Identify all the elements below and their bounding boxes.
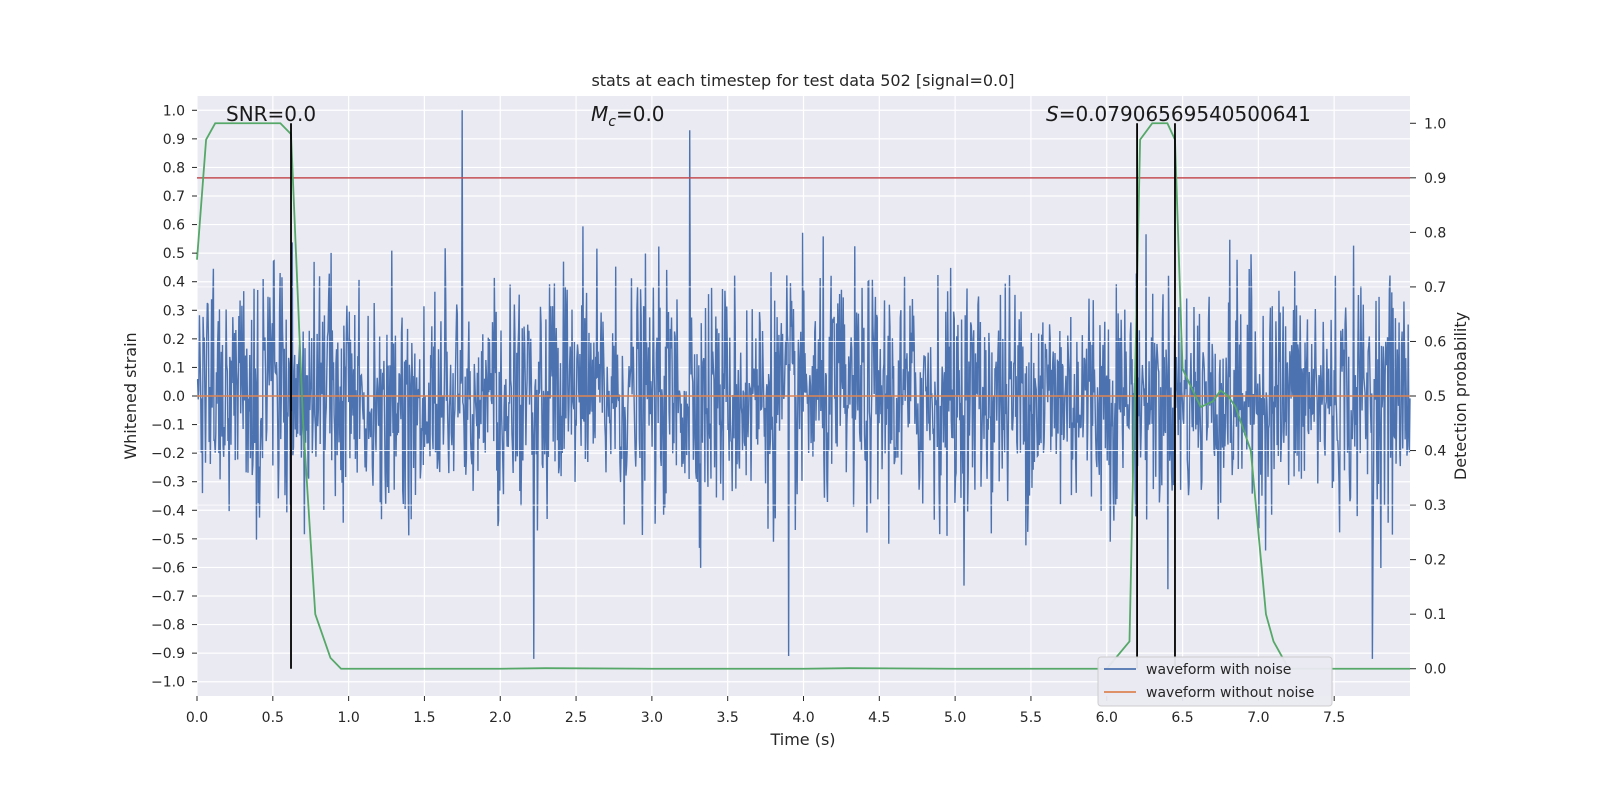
y-ticks: 1.0 0.9 0.8 0.7 0.6 0.5 0.4 0.3 0.2 0.1 0.0 −0.1 −0.…	[151, 103, 197, 691]
x-tick-label-8: 4.0	[792, 710, 814, 726]
y-tick-label-9: 0.1	[163, 360, 185, 376]
x-tick-label-15: 7.5	[1323, 710, 1345, 726]
y-tick-label-12: −0.2	[151, 446, 185, 462]
chirp-mass-value: =0.0	[616, 102, 665, 126]
y2-tick-label-7: 0.3	[1424, 498, 1446, 514]
x-tick-label-4: 2.0	[489, 710, 511, 726]
y-tick-label-2: 0.8	[163, 160, 185, 176]
y2-axis-label: Detection probability	[1451, 312, 1470, 480]
y-tick-label-4: 0.6	[163, 218, 185, 234]
x-tick-label-9: 4.5	[868, 710, 890, 726]
y-tick-label-18: −0.8	[151, 618, 185, 634]
x-tick-label-7: 3.5	[717, 710, 739, 726]
y2-tick-label-8: 0.2	[1424, 553, 1446, 569]
y-tick-label-7: 0.3	[163, 303, 185, 319]
y-tick-label-0: 1.0	[163, 103, 185, 119]
y-tick-label-16: −0.6	[151, 560, 185, 576]
y2-tick-label-0: 1.0	[1424, 116, 1446, 132]
x-tick-label-12: 6.0	[1096, 710, 1118, 726]
y2-ticks: 1.0 0.9 0.8 0.7 0.6 0.5 0.4 0.3 0.2 0.1 0.0	[1410, 116, 1446, 678]
x-tick-label-6: 3.0	[641, 710, 663, 726]
y-tick-label-14: −0.4	[151, 503, 185, 519]
x-tick-label-3: 1.5	[413, 710, 435, 726]
y-tick-label-8: 0.2	[163, 332, 185, 348]
x-tick-label-13: 6.5	[1171, 710, 1193, 726]
y-tick-label-19: −0.9	[151, 646, 185, 662]
score-value: =0.07906569540500641	[1059, 102, 1311, 126]
chirp-mass-annotation: Mc=0.0	[591, 102, 665, 130]
y-tick-label-17: −0.7	[151, 589, 185, 605]
legend-box	[1097, 656, 1333, 707]
y2-tick-label-10: 0.0	[1424, 662, 1446, 678]
x-tick-label-10: 5.0	[944, 710, 966, 726]
y-axis-label: Whitened strain	[121, 332, 140, 459]
waveform-with-noise	[196, 110, 1411, 659]
x-axis-label: Time (s)	[769, 730, 835, 749]
y2-tick-label-1: 0.9	[1424, 171, 1446, 187]
y-tick-label-20: −1.0	[151, 675, 185, 691]
legend-label-clean: waveform without noise	[1146, 685, 1314, 701]
y2-tick-label-9: 0.1	[1424, 607, 1446, 623]
y-tick-label-1: 0.9	[163, 132, 185, 148]
legend: waveform with noise waveform without noi…	[1097, 656, 1333, 707]
snr-annotation: SNR=0.0	[226, 102, 316, 126]
score-annotation: S=0.07906569540500641	[1046, 102, 1311, 126]
y-tick-label-3: 0.7	[163, 189, 185, 205]
y-tick-label-10: 0.0	[163, 389, 185, 405]
y2-tick-label-4: 0.6	[1424, 334, 1446, 350]
x-tick-label-2: 1.0	[337, 710, 359, 726]
y2-tick-label-2: 0.8	[1424, 225, 1446, 241]
y2-tick-label-6: 0.4	[1424, 444, 1446, 460]
x-tick-label-5: 2.5	[565, 710, 587, 726]
detection-probability-line	[196, 122, 1410, 670]
score-symbol: S	[1046, 102, 1059, 126]
y2-tick-label-3: 0.7	[1424, 280, 1446, 296]
detection-vlines	[290, 123, 1176, 669]
y-tick-label-15: −0.5	[151, 532, 185, 548]
y-tick-label-11: −0.1	[151, 418, 185, 434]
x-ticks: 0.0 0.5 1.0 1.5 2.0 2.5 3.0 3.5 4.0 4.5 5.0 5.5 6.0 6…	[186, 696, 1345, 726]
chart-title: stats at each timestep for test data 502…	[591, 71, 1014, 90]
y-tick-label-13: −0.3	[151, 475, 185, 491]
legend-label-noise: waveform with noise	[1146, 662, 1291, 678]
y-tick-label-6: 0.4	[163, 275, 185, 291]
chirp-mass-symbol: M	[591, 102, 608, 126]
x-tick-label-0: 0.0	[186, 710, 208, 726]
y2-tick-label-5: 0.5	[1424, 389, 1446, 405]
x-tick-label-11: 5.5	[1020, 710, 1042, 726]
x-tick-label-1: 0.5	[262, 710, 284, 726]
chirp-mass-subscript: c	[608, 114, 616, 130]
x-tick-label-14: 7.0	[1247, 710, 1269, 726]
noise-waveform-path	[196, 110, 1411, 659]
y-tick-label-5: 0.5	[163, 246, 185, 262]
